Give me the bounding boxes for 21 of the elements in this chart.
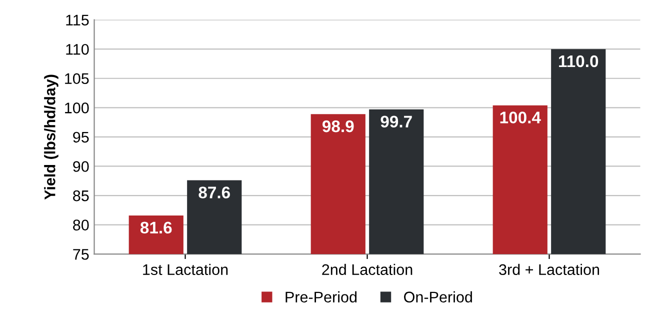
text: 81.6 [140, 222, 172, 234]
text: 100.4 [500, 112, 541, 124]
y-tick-label: 80 [73, 220, 89, 230]
y-tick-label: 85 [73, 190, 89, 202]
y-tick-label: 100 [65, 102, 89, 114]
y-tick-label: 105 [65, 73, 89, 84]
y-tick-label: 110 [66, 44, 89, 55]
y-tick-label: 90 [73, 161, 89, 172]
x-tick-label: 2nd Lactation [322, 264, 412, 276]
x-tick-label: 3rd + Lactation [499, 264, 600, 276]
text: 87.6 [198, 186, 230, 198]
text: 110.0 [559, 55, 598, 68]
legend-label: Pre-Period [286, 291, 357, 302]
y-tick-label: 95 [73, 132, 89, 143]
text: 98.9 [322, 120, 354, 132]
y-tick-label: 115 [66, 14, 89, 26]
legend-label: On-Period [404, 291, 472, 302]
x-tick-label: 1st Lactation [143, 264, 228, 276]
y-tick-label: 75 [73, 249, 89, 260]
text: 99.7 [380, 116, 412, 128]
y-axis-title: Yield (lbs/hd/day) [44, 74, 58, 200]
